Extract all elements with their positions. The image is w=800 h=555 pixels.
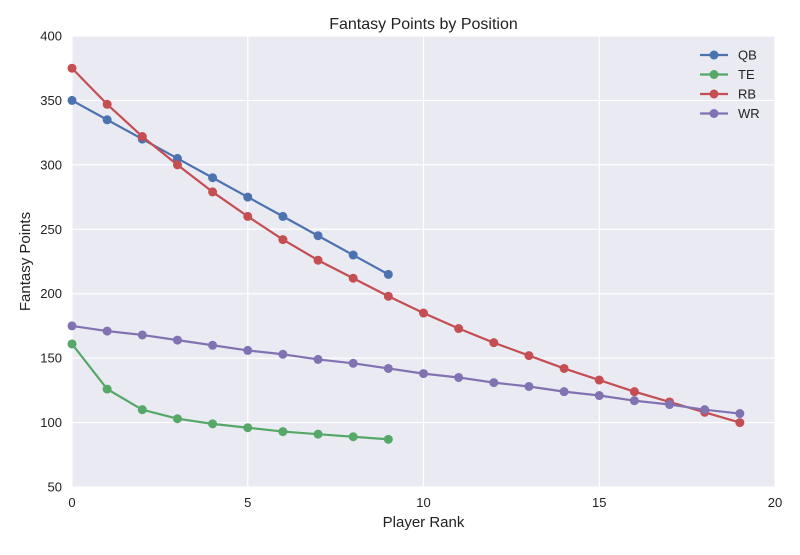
y-tick-label: 50: [48, 480, 62, 495]
data-point: [172, 335, 182, 345]
data-point: [489, 378, 499, 388]
series-wr: [67, 321, 745, 419]
data-point: [313, 354, 323, 364]
data-point: [313, 255, 323, 265]
tick-labels: 0 5 10 15 20 50 100 150 200 250 300 350 400: [40, 29, 782, 511]
data-point: [172, 160, 182, 170]
data-point: [665, 400, 675, 410]
data-point: [67, 339, 77, 349]
data-point: [524, 381, 534, 391]
series-rb: [67, 63, 745, 428]
y-tick-label: 300: [40, 157, 62, 172]
data-point: [102, 99, 112, 109]
data-point: [313, 231, 323, 241]
data-point: [383, 291, 393, 301]
data-point: [172, 414, 182, 424]
data-point: [67, 321, 77, 331]
series-te: [67, 339, 393, 444]
series-line: [71, 67, 741, 424]
series-line: [71, 324, 740, 415]
data-point: [278, 427, 288, 437]
x-tick-label: 5: [244, 495, 251, 510]
legend-marker: [709, 50, 719, 60]
grid-lines: [71, 35, 776, 488]
series-group: [67, 63, 745, 444]
data-point: [454, 372, 464, 382]
legend-entry-wr: WR: [700, 106, 760, 121]
x-tick-label: 20: [768, 495, 782, 510]
data-point: [208, 187, 218, 197]
x-tick-label: 0: [68, 495, 75, 510]
legend-entry-te: TE: [700, 67, 755, 82]
data-point: [278, 211, 288, 221]
data-point: [348, 250, 358, 260]
y-tick-label: 100: [40, 415, 62, 430]
data-point: [208, 340, 218, 350]
data-point: [594, 391, 604, 401]
data-point: [559, 387, 569, 397]
data-point: [419, 369, 428, 379]
legend-marker: [709, 109, 719, 118]
data-point: [278, 349, 288, 359]
legend-entry-rb: RB: [700, 87, 756, 102]
data-point: [348, 273, 358, 283]
x-axis-title: Player Rank: [383, 514, 465, 531]
data-point: [419, 308, 428, 318]
data-point: [454, 324, 464, 334]
data-point: [383, 269, 393, 279]
data-point: [102, 115, 112, 125]
data-point: [137, 132, 147, 142]
data-point: [102, 326, 112, 336]
y-tick-label: 150: [40, 351, 62, 366]
y-tick-label: 200: [40, 286, 62, 301]
y-tick-label: 250: [40, 222, 62, 237]
data-point: [243, 192, 253, 202]
legend-label: WR: [738, 106, 760, 121]
data-point: [243, 423, 253, 433]
data-point: [489, 338, 499, 348]
data-point: [278, 235, 288, 245]
series-qb: [67, 95, 393, 279]
data-point: [629, 396, 639, 406]
data-point: [313, 429, 323, 439]
legend: QB TE RB WR: [700, 48, 760, 121]
x-tick-label: 10: [416, 495, 430, 510]
data-point: [559, 363, 569, 373]
data-point: [383, 363, 393, 373]
data-point: [243, 345, 253, 355]
series-line: [71, 99, 389, 276]
data-point: [735, 409, 745, 419]
data-point: [172, 153, 182, 163]
legend-label: TE: [738, 67, 755, 82]
data-point: [67, 95, 77, 105]
data-point: [629, 387, 639, 397]
legend-label: QB: [738, 48, 757, 63]
y-axis-title: Fantasy Points: [17, 212, 34, 311]
x-tick-label: 15: [592, 495, 606, 510]
y-tick-label: 400: [40, 29, 62, 44]
data-point: [348, 432, 358, 442]
series-line: [71, 343, 389, 441]
legend-label: RB: [738, 87, 756, 102]
data-point: [524, 351, 534, 361]
chart-title: Fantasy Points by Position: [329, 16, 518, 33]
data-point: [735, 418, 745, 428]
data-point: [208, 173, 218, 183]
data-point: [208, 419, 218, 429]
data-point: [102, 384, 112, 394]
data-point: [700, 405, 710, 415]
data-point: [348, 358, 358, 368]
data-point: [594, 375, 604, 385]
legend-entry-qb: QB: [700, 48, 757, 63]
data-point: [137, 405, 147, 415]
legend-marker: [709, 70, 719, 79]
data-point: [137, 330, 147, 340]
legend-marker: [709, 89, 719, 99]
data-point: [67, 63, 77, 73]
y-tick-label: 350: [40, 93, 62, 108]
data-point: [383, 434, 393, 444]
data-point: [243, 211, 253, 221]
